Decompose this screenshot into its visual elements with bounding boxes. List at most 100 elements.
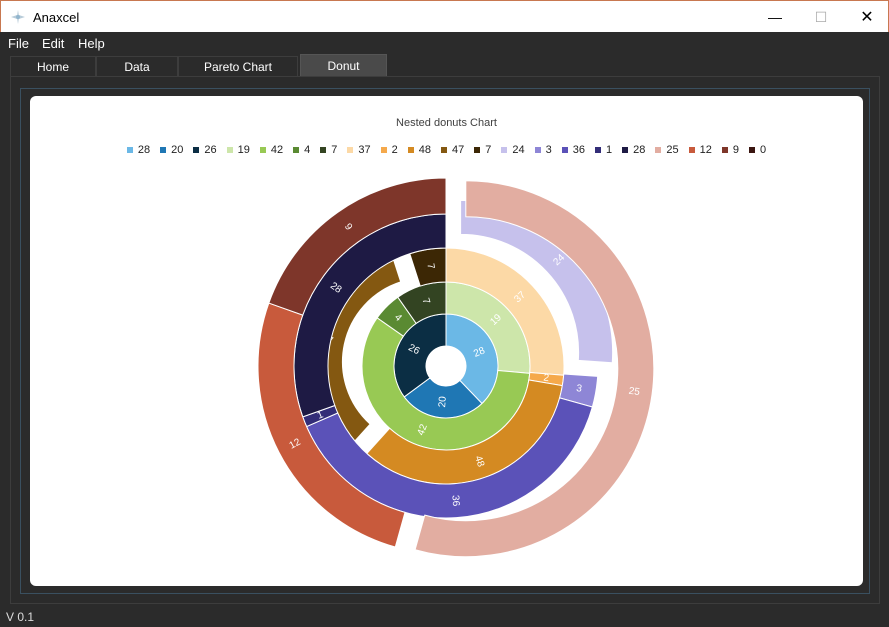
tab-content-panel	[10, 76, 880, 604]
tab-donut[interactable]: Donut	[300, 54, 387, 76]
menu-file[interactable]: File	[8, 36, 29, 51]
donut-slice-label: 7	[424, 263, 436, 271]
tab-bar: Home Data Pareto Chart Donut	[10, 54, 880, 76]
menu-edit[interactable]: Edit	[42, 36, 65, 51]
legend-label: 25	[666, 144, 679, 156]
legend-label: 0	[760, 144, 767, 156]
legend-item: 28	[622, 144, 645, 156]
legend-label: 20	[171, 144, 184, 156]
legend-item: 42	[259, 144, 283, 156]
minimize-icon: —	[768, 9, 782, 25]
legend-item: 12	[688, 144, 712, 156]
legend-swatch	[655, 147, 662, 153]
legend-label: 47	[452, 144, 465, 156]
tab-home[interactable]: Home	[10, 56, 96, 76]
legend-label: 36	[572, 144, 585, 156]
legend-swatch	[259, 147, 266, 153]
tab-pareto-chart-label: Pareto Chart	[203, 59, 273, 74]
legend-label: 4	[304, 144, 311, 156]
minimize-button[interactable]: —	[752, 1, 798, 33]
legend-item: 9	[721, 144, 739, 156]
donut-slice-label: 3	[575, 383, 583, 395]
legend-swatch	[501, 147, 508, 153]
legend-swatch	[561, 147, 568, 153]
legend-label: 7	[485, 144, 492, 156]
legend-item: 20	[160, 144, 183, 156]
legend-item: 25	[655, 144, 679, 156]
legend-swatch	[347, 147, 354, 153]
legend-swatch	[193, 147, 200, 153]
legend-label: 28	[633, 144, 646, 156]
chart-legend: 28 20 26 19 42 4 7 37 2 48 47 7 24 3 36 1 28 25 12 9 0	[30, 144, 863, 156]
legend-item: 3	[534, 144, 552, 156]
legend-swatch	[749, 147, 755, 153]
donut-slice-label: 28	[472, 345, 487, 360]
legend-item: 2	[380, 144, 398, 156]
tab-data[interactable]: Data	[96, 56, 178, 76]
menu-bar: File Edit Help	[0, 32, 889, 52]
chart-frame	[20, 88, 870, 594]
legend-item: 37	[347, 144, 371, 156]
legend-label: 2	[391, 144, 398, 156]
donut-slice[interactable]	[268, 177, 447, 316]
version-label: V 0.1	[6, 610, 35, 624]
legend-swatch	[293, 147, 300, 153]
chart-title: Nested donuts Chart	[396, 117, 497, 129]
legend-item: 0	[749, 144, 766, 156]
legend-swatch	[320, 147, 327, 153]
window-title: Anaxcel	[33, 10, 80, 25]
legend-label: 19	[237, 144, 250, 156]
legend-swatch	[534, 147, 541, 153]
legend-label: 1	[606, 144, 613, 156]
donut-slice-label: 36	[449, 495, 461, 507]
legend-swatch	[474, 147, 481, 153]
tab-home-label: Home	[36, 59, 69, 74]
legend-swatch	[622, 147, 629, 153]
legend-item: 7	[320, 144, 337, 156]
legend-swatch	[160, 147, 167, 153]
legend-item: 28	[126, 144, 151, 156]
tab-pareto-chart[interactable]: Pareto Chart	[178, 56, 298, 76]
donut-slice[interactable]	[414, 180, 655, 558]
legend-swatch	[595, 147, 601, 153]
legend-item: 7	[474, 144, 491, 156]
close-button[interactable]: ✕	[844, 1, 889, 33]
donut-slice-label: 9	[342, 222, 354, 233]
chart-card: Nested donuts Chart 28 20 26 19 42 4 7 37 2 48 47 7…	[30, 96, 863, 586]
donut-slice[interactable]	[397, 281, 447, 325]
legend-swatch	[441, 147, 447, 153]
legend-label: 37	[358, 144, 371, 156]
donut-slice-label: 12	[288, 437, 303, 452]
legend-item: 26	[193, 144, 217, 156]
legend-label: 9	[732, 144, 739, 156]
close-icon: ✕	[860, 9, 874, 26]
legend-label: 28	[137, 144, 151, 156]
legend-swatch	[380, 147, 387, 153]
tab-donut-label: Donut	[327, 58, 360, 73]
donut-slice-label: 25	[628, 386, 641, 398]
legend-item: 1	[595, 144, 612, 156]
app-logo-icon	[11, 10, 25, 24]
legend-item: 47	[441, 144, 464, 156]
legend-label: 26	[204, 144, 217, 156]
legend-item: 24	[501, 144, 525, 156]
legend-swatch	[688, 147, 695, 153]
donut-slice-label: 42	[416, 422, 430, 437]
legend-item: 48	[407, 144, 431, 156]
legend-swatch	[407, 147, 414, 153]
legend-label: 24	[512, 144, 525, 156]
legend-swatch	[226, 147, 233, 153]
donut-slice-label: 1	[316, 409, 326, 421]
donut-slice-label: 2	[543, 373, 550, 385]
donut-slice-label: 48	[472, 454, 486, 469]
maximize-button[interactable]: ☐	[798, 1, 844, 33]
menu-help[interactable]: Help	[78, 36, 105, 51]
legend-label: 3	[545, 144, 552, 156]
maximize-icon: ☐	[814, 8, 828, 25]
title-bar: Anaxcel — ☐ ✕	[0, 0, 889, 32]
legend-item: 19	[226, 144, 250, 156]
legend-item: 4	[293, 144, 310, 156]
donut-slice-label: 7	[419, 297, 431, 306]
legend-item: 36	[561, 144, 585, 156]
legend-swatch	[721, 147, 728, 153]
